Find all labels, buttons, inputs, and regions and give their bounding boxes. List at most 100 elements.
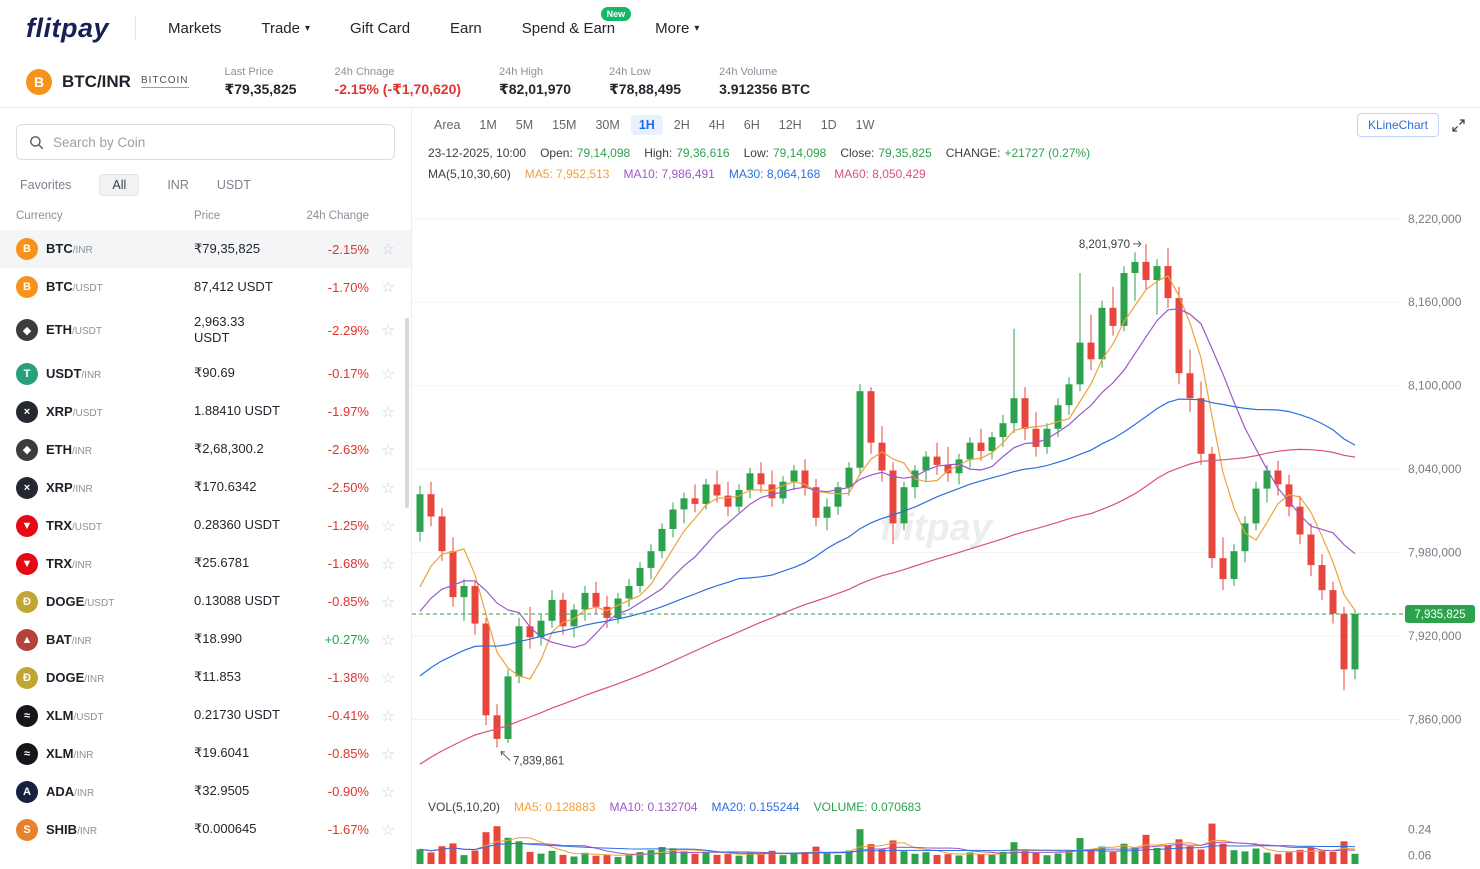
column-change: 24h Change [306,210,369,222]
eth-icon: ◆ [16,438,38,461]
coin-row-usdt-inr[interactable]: T USDT/INR ₹90.69 -0.17% ☆ [0,355,411,393]
top-navbar: flitpay Markets Trade ▾ Gift Card Earn Spend … [0,0,1480,56]
coin-row-xlm-inr[interactable]: ≈ XLM/INR ₹19.6041 -0.85% ☆ [0,735,411,773]
coin-row-eth-inr[interactable]: ◆ ETH/INR ₹2,68,300.2 -2.63% ☆ [0,431,411,469]
base-symbol: ETH [46,322,72,338]
nav-item-gift-card[interactable]: Gift Card [350,20,410,37]
quote-symbol: /USDT [72,326,102,338]
base-symbol: XRP [46,403,73,419]
nav-item-trade[interactable]: Trade ▾ [261,20,310,37]
y-axis-label: 8,220,000 [1408,212,1462,226]
stat-label: 24h Low [609,65,651,78]
xlm-icon: ≈ [16,704,38,727]
nav-item-more[interactable]: More ▾ [655,20,699,37]
favorite-star-icon[interactable]: ☆ [381,441,395,459]
sidebar-scrollbar[interactable] [405,318,409,508]
low-label: Low: [743,145,769,160]
coin-fullname-link[interactable]: BITCOIN [140,75,189,88]
favorite-star-icon[interactable]: ☆ [381,745,395,763]
vol-title: VOL(5,10,20) [428,800,501,814]
ma5-line [419,275,1356,680]
favorite-star-icon[interactable]: ☆ [381,631,395,649]
price-chart[interactable]: flitpay 7,935,825 8,220,000 8,160,000 8,100,… [412,184,1479,796]
search-input[interactable] [53,134,382,150]
coin-row-shib-inr[interactable]: S SHIB/INR ₹0.000645 -1.67% ☆ [0,811,411,849]
volume-ma-lines [419,837,1356,856]
timeframe-5m-button[interactable]: 5M [515,118,534,132]
timeframe-1m-button[interactable]: 1M [479,118,497,132]
nav-item-markets[interactable]: Markets [168,20,221,37]
coin-row-xlm-usdt[interactable]: ≈ XLM/USDT 0.21730 USDT -0.41% ☆ [0,697,411,735]
favorite-star-icon[interactable]: ☆ [381,669,395,687]
klinechart-button[interactable]: KLineChart [1356,113,1439,137]
coin-row-bat-inr[interactable]: ▲ BAT/INR ₹18.990 +0.27% ☆ [0,621,411,659]
timeframe-15m-button[interactable]: 15M [552,118,577,132]
coin-row-ada-inr[interactable]: A ADA/INR ₹32.9505 -0.90% ☆ [0,773,411,811]
coin-row-xrp-usdt[interactable]: × XRP/USDT 1.88410 USDT -1.97% ☆ [0,393,411,431]
coin-row-btc-inr[interactable]: B BTC/INR ₹79,35,825 -2.15% ☆ [0,230,411,268]
nav-item-label: More [655,19,690,37]
coin-row-eth-usdt[interactable]: ◆ ETH/USDT 2,963.33 USDT -2.29% ☆ [0,306,411,355]
favorite-star-icon[interactable]: ☆ [381,279,395,296]
coin-row-doge-inr[interactable]: Ð DOGE/INR ₹11.853 -1.38% ☆ [0,659,411,697]
timeframe-2h-button[interactable]: 2H [673,118,690,132]
favorite-star-icon[interactable]: ☆ [381,365,395,383]
coin-row-doge-usdt[interactable]: Ð DOGE/USDT 0.13088 USDT -0.85% ☆ [0,583,411,621]
coin-row-xrp-inr[interactable]: × XRP/INR ₹170.6342 -2.50% ☆ [0,469,411,507]
tab-inr[interactable]: INR [167,178,189,192]
ma10-value: MA10: 7,986,491 [623,166,715,181]
nav-item-earn[interactable]: Earn [450,20,482,37]
favorite-star-icon[interactable]: ☆ [381,241,395,258]
favorite-star-icon[interactable]: ☆ [381,555,395,573]
timeframe-6h-button[interactable]: 6H [743,118,760,132]
coin-row-btc-usdt[interactable]: B BTC/USDT 87,412 USDT -1.70% ☆ [0,268,411,306]
timeframe-1h-button[interactable]: 1H [630,115,663,135]
coin-row-trx-inr[interactable]: ▼ TRX/INR ₹25.6781 -1.68% ☆ [0,545,411,583]
price-cell: 2,963.33 USDT [194,314,245,346]
pair-label: BTC/INR [46,240,194,258]
timeframe-4h-button[interactable]: 4H [708,118,725,132]
trx-icon: ▼ [16,552,38,575]
fullscreen-icon[interactable] [1451,118,1466,133]
vol-ma5-value: MA5: 0.128883 [514,800,596,814]
timeframe-12h-button[interactable]: 12H [778,118,802,132]
favorite-star-icon[interactable]: ☆ [381,322,395,340]
favorite-star-icon[interactable]: ☆ [381,783,395,801]
y-axis-label: 7,980,000 [1408,546,1462,560]
pair-label: BAT/INR [46,631,194,649]
low-value: 79,14,098 [772,145,827,160]
change-cell: -0.85% [327,746,369,761]
favorite-star-icon[interactable]: ☆ [381,707,395,725]
timeframe-1d-button[interactable]: 1D [820,118,837,132]
timeframe-30m-button[interactable]: 30M [595,118,620,132]
tab-favorites[interactable]: Favorites [20,178,72,192]
chart-type-area-button[interactable]: Area [434,118,461,132]
tab-usdt[interactable]: USDT [216,178,251,192]
coin-search-box[interactable] [16,124,395,160]
favorite-star-icon[interactable]: ☆ [381,479,395,497]
tab-all[interactable]: All [99,174,140,196]
shib-icon: S [16,818,38,841]
btc-icon: B [26,68,52,95]
svg-text:7,839,861: 7,839,861 [513,756,564,768]
quote-symbol: /USDT [72,407,103,419]
ohlc-info-row: 23-12-2025, 10:00 Open: 79,14,098 High: 79… [412,142,1480,163]
price-cell: ₹25.6781 [194,555,250,571]
ma60-line [419,448,1356,765]
ticker-stat-24h-chnage: 24h Chnage -2.15% (-₹1,70,620) [335,66,461,98]
favorite-star-icon[interactable]: ☆ [381,403,395,421]
nav-item-label: Earn [450,19,482,37]
favorite-star-icon[interactable]: ☆ [381,517,395,535]
toolbar-right: KLineChart [1356,113,1466,137]
nav-item-spend-earn[interactable]: Spend & Earn New [522,6,632,37]
volume-chart[interactable]: 0.24 0.06 [412,818,1479,864]
btc-icon: B [16,276,38,298]
base-symbol: BTC [46,279,73,294]
favorite-star-icon[interactable]: ☆ [381,593,395,611]
price-cell: 0.13088 USDT [194,593,280,609]
coin-row-trx-usdt[interactable]: ▼ TRX/USDT 0.28360 USDT -1.25% ☆ [0,507,411,545]
favorite-star-icon[interactable]: ☆ [381,821,395,839]
flitpay-logo[interactable]: flitpay [26,12,110,43]
timeframe-1w-button[interactable]: 1W [855,118,875,132]
base-symbol: DOGE [46,669,85,685]
